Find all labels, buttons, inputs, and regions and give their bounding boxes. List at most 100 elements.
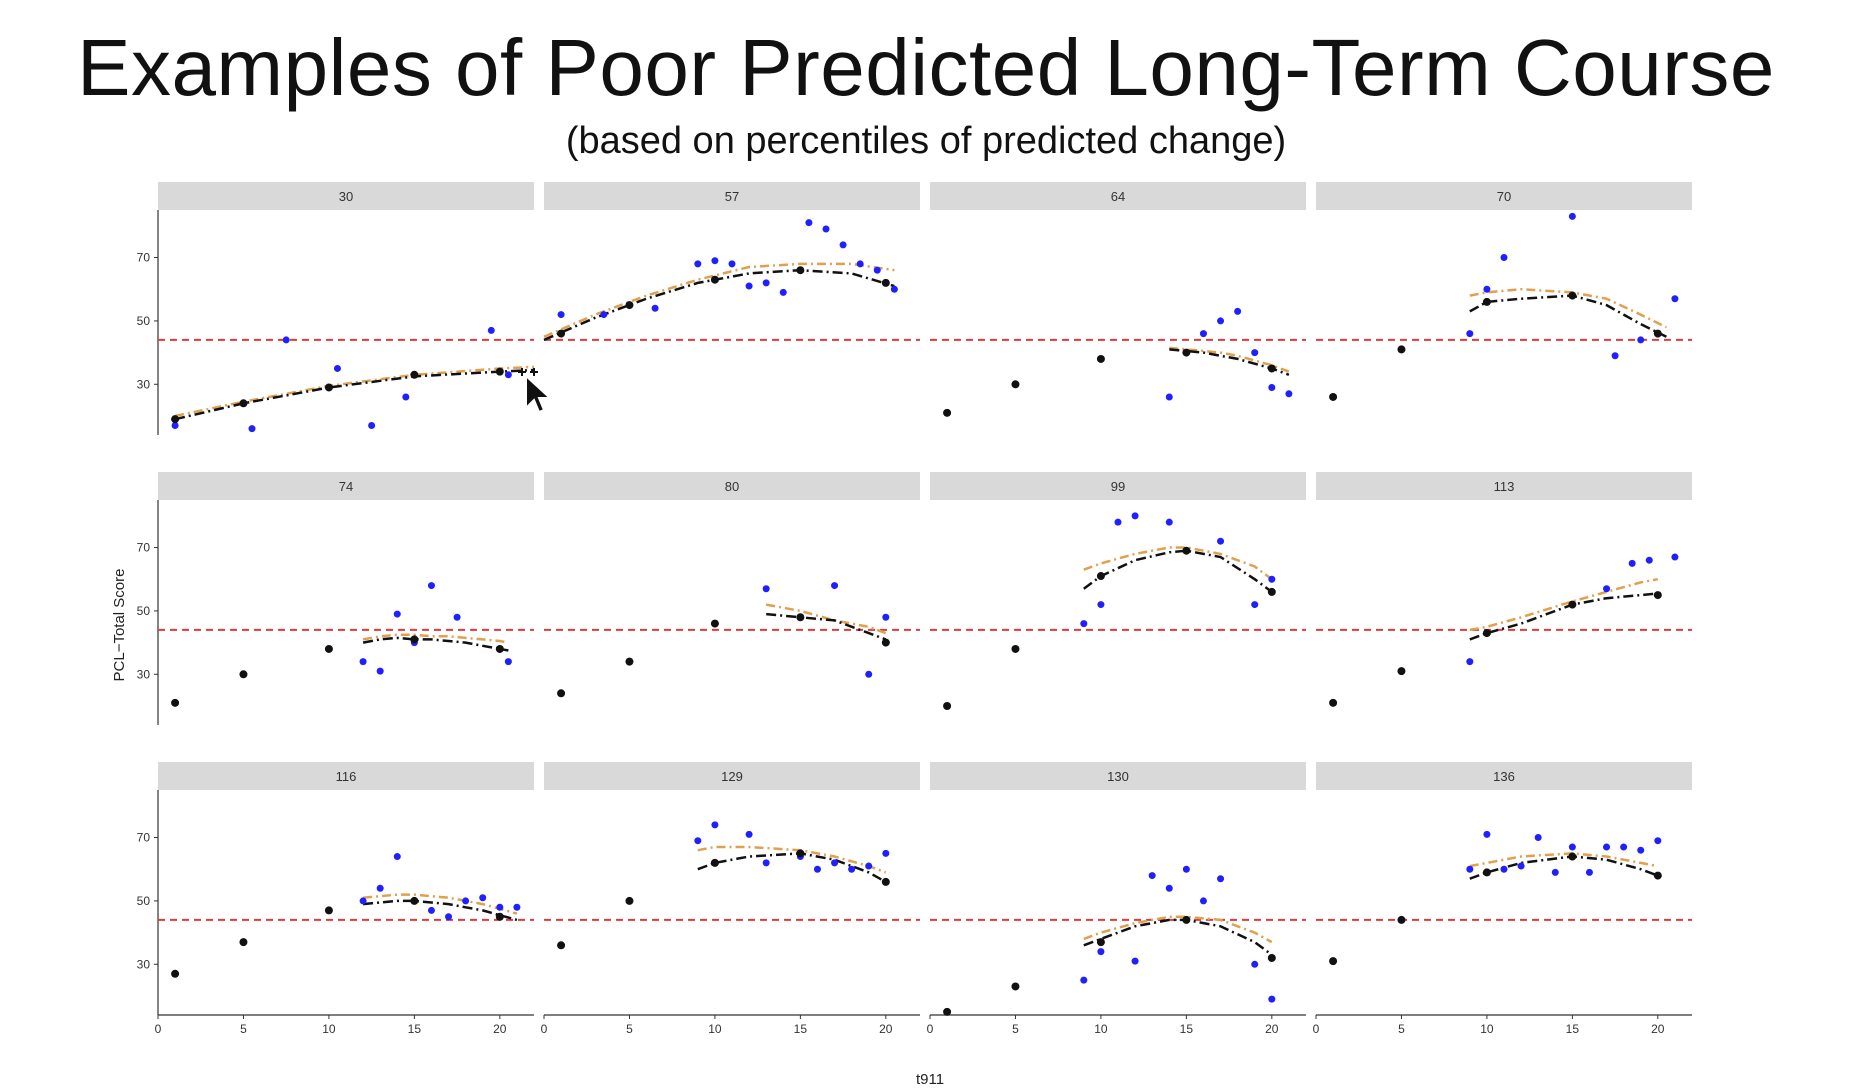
alt-curve	[362, 633, 509, 644]
x-tick-label: 20	[1651, 1022, 1665, 1036]
alt-curve	[1083, 915, 1273, 944]
followup-point	[1097, 601, 1105, 609]
y-axis-title: PCL−Total Score	[111, 569, 128, 682]
observed-point	[495, 367, 504, 376]
followup-point	[822, 225, 830, 233]
x-tick-label: 0	[1313, 1022, 1320, 1036]
facet-strip	[930, 762, 1306, 790]
facet-strip-label: 30	[339, 189, 353, 204]
followup-point	[745, 282, 753, 290]
observed-point	[796, 849, 805, 858]
followup-point	[557, 311, 565, 319]
x-tick-label: 15	[408, 1022, 422, 1036]
slide-title: Examples of Poor Predicted Long-Term Cou…	[77, 23, 1775, 112]
observed-point	[1182, 348, 1191, 357]
followup-point	[711, 821, 719, 829]
followup-point	[1097, 948, 1105, 956]
observed-point	[1267, 364, 1276, 373]
observed-point	[239, 670, 248, 679]
facet-strip-label: 99	[1111, 479, 1125, 494]
followup-point	[839, 241, 847, 249]
facet-strip-label: 64	[1111, 189, 1125, 204]
facet-strip-label: 130	[1107, 769, 1129, 784]
y-tick-label: 70	[137, 541, 151, 555]
followup-point	[1500, 254, 1508, 262]
followup-point	[282, 336, 290, 344]
alt-curve	[362, 893, 518, 915]
y-tick-label: 50	[137, 314, 151, 328]
observed-point	[1653, 329, 1662, 338]
alt-curve	[1083, 546, 1273, 581]
followup-point	[1483, 285, 1491, 293]
followup-point	[1654, 837, 1662, 845]
observed-point	[1568, 291, 1577, 300]
observed-point	[557, 329, 566, 338]
facet-strip-label: 116	[336, 769, 357, 784]
observed-point	[1397, 667, 1406, 676]
followup-point	[376, 884, 384, 892]
followup-point	[1620, 843, 1628, 851]
followup-point	[1131, 957, 1139, 965]
observed-point	[1482, 868, 1491, 877]
facet-strip	[1316, 472, 1692, 500]
followup-point	[1165, 393, 1173, 401]
observed-point	[1182, 915, 1191, 924]
followup-point	[1217, 317, 1225, 325]
observed-point	[625, 896, 634, 905]
observed-point	[1482, 629, 1491, 638]
facet-strip	[930, 472, 1306, 500]
followup-point	[462, 897, 470, 905]
observed-point	[1011, 982, 1020, 991]
observed-point	[1329, 698, 1338, 707]
mouse-cursor-icon	[518, 368, 553, 414]
predicted-curve	[362, 636, 509, 652]
followup-point	[694, 260, 702, 268]
predicted-curve	[1469, 294, 1667, 338]
observed-point	[710, 275, 719, 284]
followup-point	[694, 837, 702, 845]
followup-point	[865, 670, 873, 678]
predicted-curve	[1083, 918, 1273, 956]
predicted-curve	[697, 852, 887, 883]
alt-curve	[174, 365, 535, 418]
facet-strip	[544, 762, 920, 790]
observed-point	[495, 644, 504, 653]
facet-strip-label: 136	[1493, 769, 1515, 784]
followup-point	[1466, 330, 1474, 338]
followup-point	[1637, 846, 1645, 854]
observed-point	[239, 938, 248, 947]
x-tick-label: 0	[927, 1022, 934, 1036]
observed-point	[1011, 380, 1020, 389]
y-tick-label: 50	[137, 894, 151, 908]
followup-point	[504, 371, 512, 379]
facet-strip	[158, 472, 534, 500]
observed-point	[171, 415, 180, 424]
followup-point	[1080, 620, 1088, 628]
followup-point	[882, 849, 890, 857]
facet-strip	[544, 182, 920, 210]
followup-point	[1585, 868, 1593, 876]
x-tick-label: 10	[708, 1022, 722, 1036]
followup-point	[1603, 843, 1611, 851]
followup-point	[1568, 843, 1576, 851]
observed-point	[796, 613, 805, 622]
observed-point	[324, 906, 333, 915]
followup-point	[1251, 349, 1259, 357]
observed-point	[1329, 392, 1338, 401]
followup-point	[1534, 834, 1542, 842]
followup-point	[848, 865, 856, 873]
followup-point	[805, 219, 813, 227]
followup-point	[171, 421, 179, 429]
followup-point	[745, 830, 753, 838]
predicted-curve	[174, 368, 535, 421]
followup-point	[248, 425, 256, 433]
followup-point	[1628, 559, 1636, 567]
predicted-curve	[1469, 592, 1658, 641]
x-tick-label: 5	[1398, 1022, 1405, 1036]
followup-point	[1268, 575, 1276, 583]
x-tick-label: 5	[240, 1022, 247, 1036]
y-tick-label: 70	[137, 831, 151, 845]
x-tick-label: 15	[1180, 1022, 1194, 1036]
facet-strip-label: 129	[721, 769, 743, 784]
followup-point	[1517, 862, 1525, 870]
